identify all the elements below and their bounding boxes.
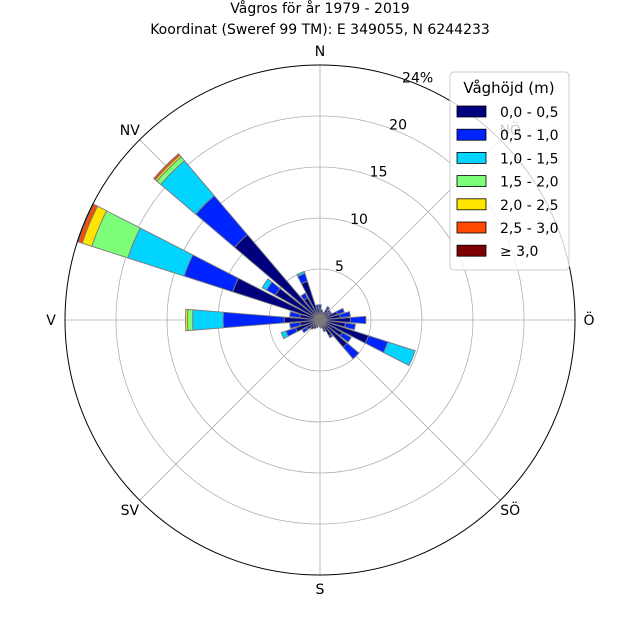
legend-label: 0,5 - 1,0	[500, 128, 558, 144]
radial-tick-label: 15	[370, 165, 388, 181]
direction-label: SV	[121, 503, 140, 519]
rose-bar-segment	[296, 270, 306, 278]
legend-title: Våghöjd (m)	[463, 79, 554, 97]
rose-bar-segment	[289, 311, 301, 319]
direction-label: NV	[120, 123, 140, 139]
rose-bar-segment	[343, 322, 356, 331]
rose-bar-segment	[153, 153, 181, 181]
grid-spoke	[139, 319, 321, 501]
radial-tick-label: 24%	[402, 70, 433, 86]
radial-tick-label: 20	[389, 118, 407, 134]
rose-bar-segment	[322, 328, 327, 333]
chart-subtitle: Koordinat (Sweref 99 TM): E 349055, N 62…	[150, 22, 490, 38]
rose-bar-segment	[325, 306, 331, 312]
legend-swatch	[456, 151, 487, 164]
legend-label: 2,0 - 2,5	[500, 198, 558, 214]
rose-bar-segment	[339, 311, 351, 319]
rose-bar-segment	[301, 326, 309, 334]
direction-label: N	[315, 44, 325, 60]
legend-swatch	[456, 128, 487, 141]
rose-bar-segment	[335, 307, 345, 315]
rose-bar-segment	[192, 309, 224, 331]
polar-frame	[64, 64, 576, 576]
rose-bar-segment	[315, 304, 320, 309]
rose-bars	[76, 153, 416, 367]
rose-bar-segment	[327, 311, 333, 316]
legend-label: ≥ 3,0	[500, 244, 538, 260]
legend-label: 2,5 - 3,0	[500, 221, 558, 237]
radial-tick-labels: 5 10 15 20 24%	[335, 70, 433, 275]
legend-label: 1,0 - 1,5	[500, 151, 558, 167]
rose-bar-segment	[300, 292, 309, 301]
legend-swatch	[456, 221, 487, 234]
radial-tick-label: 5	[335, 259, 344, 275]
rose-bar-segment	[339, 331, 352, 343]
legend: Våghöjd (m) 0,0 - 0,5 0,5 - 1,0 1,0 - 1,5 1…	[449, 71, 570, 271]
direction-label: Ö	[583, 311, 594, 329]
legend-swatch	[456, 105, 487, 118]
direction-label: SÖ	[500, 501, 520, 519]
radial-tick-label: 10	[350, 212, 368, 228]
rose-bar-segment	[328, 333, 334, 339]
direction-label: S	[316, 582, 325, 598]
chart-title: Vågros för år 1979 - 2019	[230, 0, 409, 17]
rose-bar-segment	[280, 330, 289, 340]
legend-label: 1,5 - 2,0	[500, 175, 558, 191]
direction-label: V	[46, 313, 56, 329]
rose-bar-segment	[289, 321, 301, 329]
rose-bar-segment	[261, 278, 273, 291]
legend-label: 0,0 - 0,5	[500, 105, 558, 121]
rose-bar-segment	[325, 309, 331, 315]
legend-swatch	[456, 198, 487, 211]
rose-bar-segment	[186, 308, 194, 332]
legend-swatch	[456, 244, 487, 257]
legend-swatch	[456, 175, 487, 188]
rose-bar-segment	[350, 315, 367, 325]
rose-bar-segment	[382, 341, 416, 367]
rose-bar-segment	[318, 304, 322, 311]
rose-bar-segment	[184, 308, 189, 332]
legend-box	[449, 71, 570, 271]
rose-bar-segment	[342, 342, 360, 360]
